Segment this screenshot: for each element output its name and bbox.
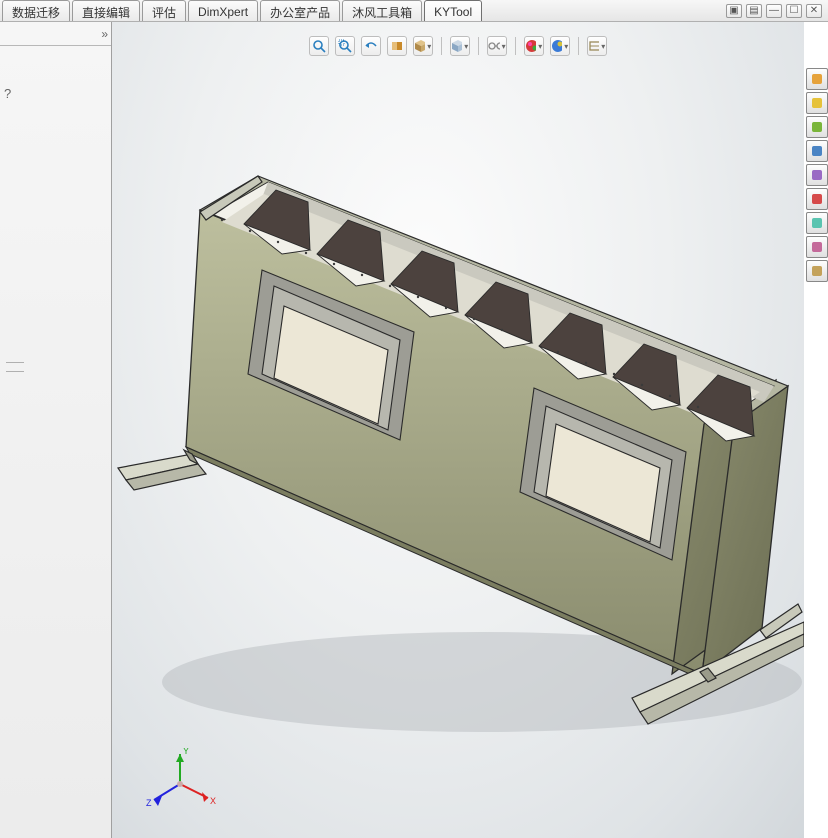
panel-splitter-handle[interactable] <box>6 362 24 372</box>
pane-icon: ▣ <box>729 5 738 16</box>
origin-triad[interactable]: X Y Z <box>144 748 216 820</box>
tab-kytool[interactable]: KYTool <box>424 0 482 21</box>
folder-icon <box>812 98 822 108</box>
toolbox-icon <box>812 146 822 156</box>
library-icon <box>812 122 822 132</box>
appearance-icon <box>812 194 822 204</box>
model-render <box>112 22 804 838</box>
axis-y-label: Y <box>183 748 189 756</box>
taskpane-home-button[interactable] <box>806 68 828 90</box>
window-pane-a-button[interactable]: ▣ <box>726 4 742 18</box>
tab-label: 数据迁移 <box>12 4 60 21</box>
tab-label: 评估 <box>152 4 176 21</box>
dimxpert-icon <box>812 242 822 252</box>
tab-label: 办公室产品 <box>270 4 330 21</box>
graphics-viewport[interactable]: X Y Z <box>112 22 804 838</box>
feature-manager-panel: » ? <box>0 22 112 838</box>
close-icon: ✕ <box>810 5 818 16</box>
taskpane-search-button[interactable] <box>806 260 828 282</box>
tabs-container: 数据迁移 直接编辑 评估 DimXpert 办公室产品 沐风工具箱 KYTool <box>0 0 484 21</box>
tab-label: KYTool <box>434 5 472 19</box>
task-pane-tabs <box>804 66 828 284</box>
taskpane-toolbox-button[interactable] <box>806 140 828 162</box>
window-pane-b-button[interactable]: ▤ <box>746 4 762 18</box>
tab-direct-edit[interactable]: 直接编辑 <box>72 0 140 21</box>
collapse-panel-button[interactable]: » <box>101 27 105 41</box>
help-prompt-icon: ? <box>4 86 11 101</box>
window-minimize-button[interactable]: — <box>766 4 782 18</box>
command-manager-tabstrip: 数据迁移 直接编辑 评估 DimXpert 办公室产品 沐风工具箱 KYTool… <box>0 0 828 22</box>
taskpane-custom-button[interactable] <box>806 212 828 234</box>
tab-data-transfer[interactable]: 数据迁移 <box>2 0 70 21</box>
taskpane-appearance-button[interactable] <box>806 188 828 210</box>
axis-x-label: X <box>210 796 216 806</box>
taskpane-folder-button[interactable] <box>806 92 828 114</box>
window-maximize-button[interactable]: ☐ <box>786 4 802 18</box>
taskpane-properties-button[interactable] <box>806 164 828 186</box>
minimize-icon: — <box>769 5 779 16</box>
tab-dimxpert[interactable]: DimXpert <box>188 0 258 21</box>
custom-icon <box>812 218 822 228</box>
tab-label: 沐风工具箱 <box>352 4 412 21</box>
home-icon <box>812 74 822 84</box>
tab-office[interactable]: 办公室产品 <box>260 0 340 21</box>
tab-label: DimXpert <box>198 5 248 19</box>
pane-icon: ▤ <box>749 5 758 16</box>
window-controls: ▣ ▤ — ☐ ✕ <box>726 0 828 21</box>
tab-mofeng[interactable]: 沐风工具箱 <box>342 0 422 21</box>
feature-manager-header: » <box>0 22 111 46</box>
taskpane-dimxpert-button[interactable] <box>806 236 828 258</box>
maximize-icon: ☐ <box>790 5 799 16</box>
properties-icon <box>812 170 822 180</box>
axis-z-label: Z <box>146 798 152 808</box>
search-icon <box>812 266 822 276</box>
tab-label: 直接编辑 <box>82 4 130 21</box>
taskpane-library-button[interactable] <box>806 116 828 138</box>
window-close-button[interactable]: ✕ <box>806 4 822 18</box>
tab-evaluate[interactable]: 评估 <box>142 0 186 21</box>
